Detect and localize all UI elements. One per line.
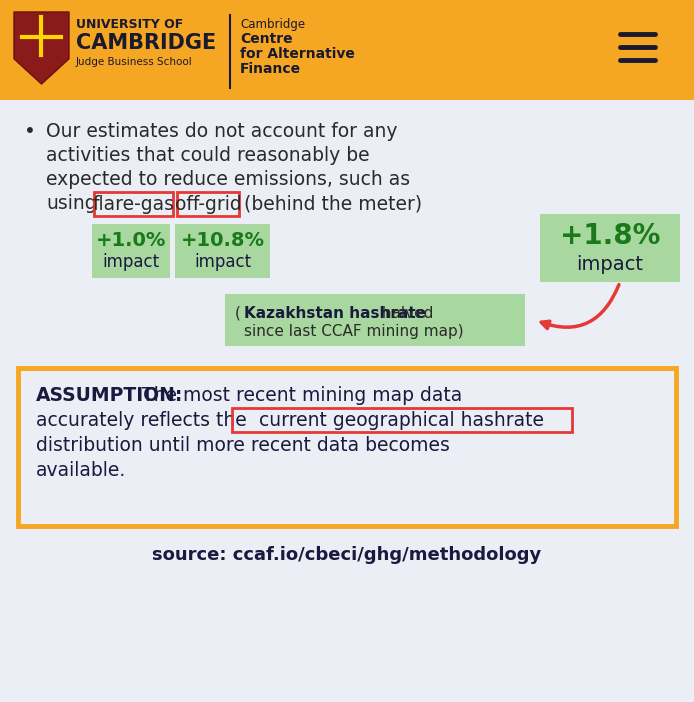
Bar <box>232 408 572 432</box>
Text: flare-gas: flare-gas <box>92 194 174 213</box>
Bar <box>0 0 694 100</box>
Text: Centre: Centre <box>240 32 293 46</box>
FancyArrowPatch shape <box>541 284 619 329</box>
Text: Cambridge: Cambridge <box>240 18 305 31</box>
Text: for Alternative: for Alternative <box>240 47 355 61</box>
Bar <box>540 214 680 282</box>
Bar <box>175 224 270 278</box>
Text: expected to reduce emissions, such as: expected to reduce emissions, such as <box>46 170 410 189</box>
Text: impact: impact <box>194 253 251 271</box>
Text: since last CCAF mining map): since last CCAF mining map) <box>244 324 464 339</box>
Text: (: ( <box>235 306 241 321</box>
Text: off-grid: off-grid <box>175 194 242 213</box>
Bar <box>225 294 525 346</box>
Text: +1.8%: +1.8% <box>560 222 660 250</box>
Text: Our estimates do not account for any: Our estimates do not account for any <box>46 122 398 141</box>
Text: +1.0%: +1.0% <box>96 232 166 251</box>
Text: halved: halved <box>377 306 433 321</box>
Text: using: using <box>46 194 96 213</box>
Text: +10.8%: +10.8% <box>180 232 264 251</box>
Polygon shape <box>14 12 69 84</box>
Text: •: • <box>24 122 36 141</box>
Text: Kazakhstan hashrate: Kazakhstan hashrate <box>244 306 426 321</box>
Text: ASSUMPTION:: ASSUMPTION: <box>36 386 183 405</box>
Bar <box>92 224 170 278</box>
Text: available.: available. <box>36 461 126 480</box>
Text: activities that could reasonably be: activities that could reasonably be <box>46 146 370 165</box>
Bar <box>177 192 239 216</box>
Bar <box>94 192 173 216</box>
Text: CAMBRIDGE: CAMBRIDGE <box>76 33 217 53</box>
Text: accurately reflects the: accurately reflects the <box>36 411 247 430</box>
Text: impact: impact <box>103 253 160 271</box>
Text: impact: impact <box>577 255 643 274</box>
Text: source: ccaf.io/cbeci/ghg/methodology: source: ccaf.io/cbeci/ghg/methodology <box>153 546 541 564</box>
Text: Judge Business School: Judge Business School <box>76 57 193 67</box>
Text: Finance: Finance <box>240 62 301 76</box>
Text: UNIVERSITY OF: UNIVERSITY OF <box>76 18 183 31</box>
Bar <box>18 368 676 526</box>
Text: (behind the meter): (behind the meter) <box>244 194 422 213</box>
Text: distribution until more recent data becomes: distribution until more recent data beco… <box>36 436 450 455</box>
Text: The most recent mining map data: The most recent mining map data <box>136 386 462 405</box>
Text: current geographical hashrate: current geographical hashrate <box>260 411 545 430</box>
